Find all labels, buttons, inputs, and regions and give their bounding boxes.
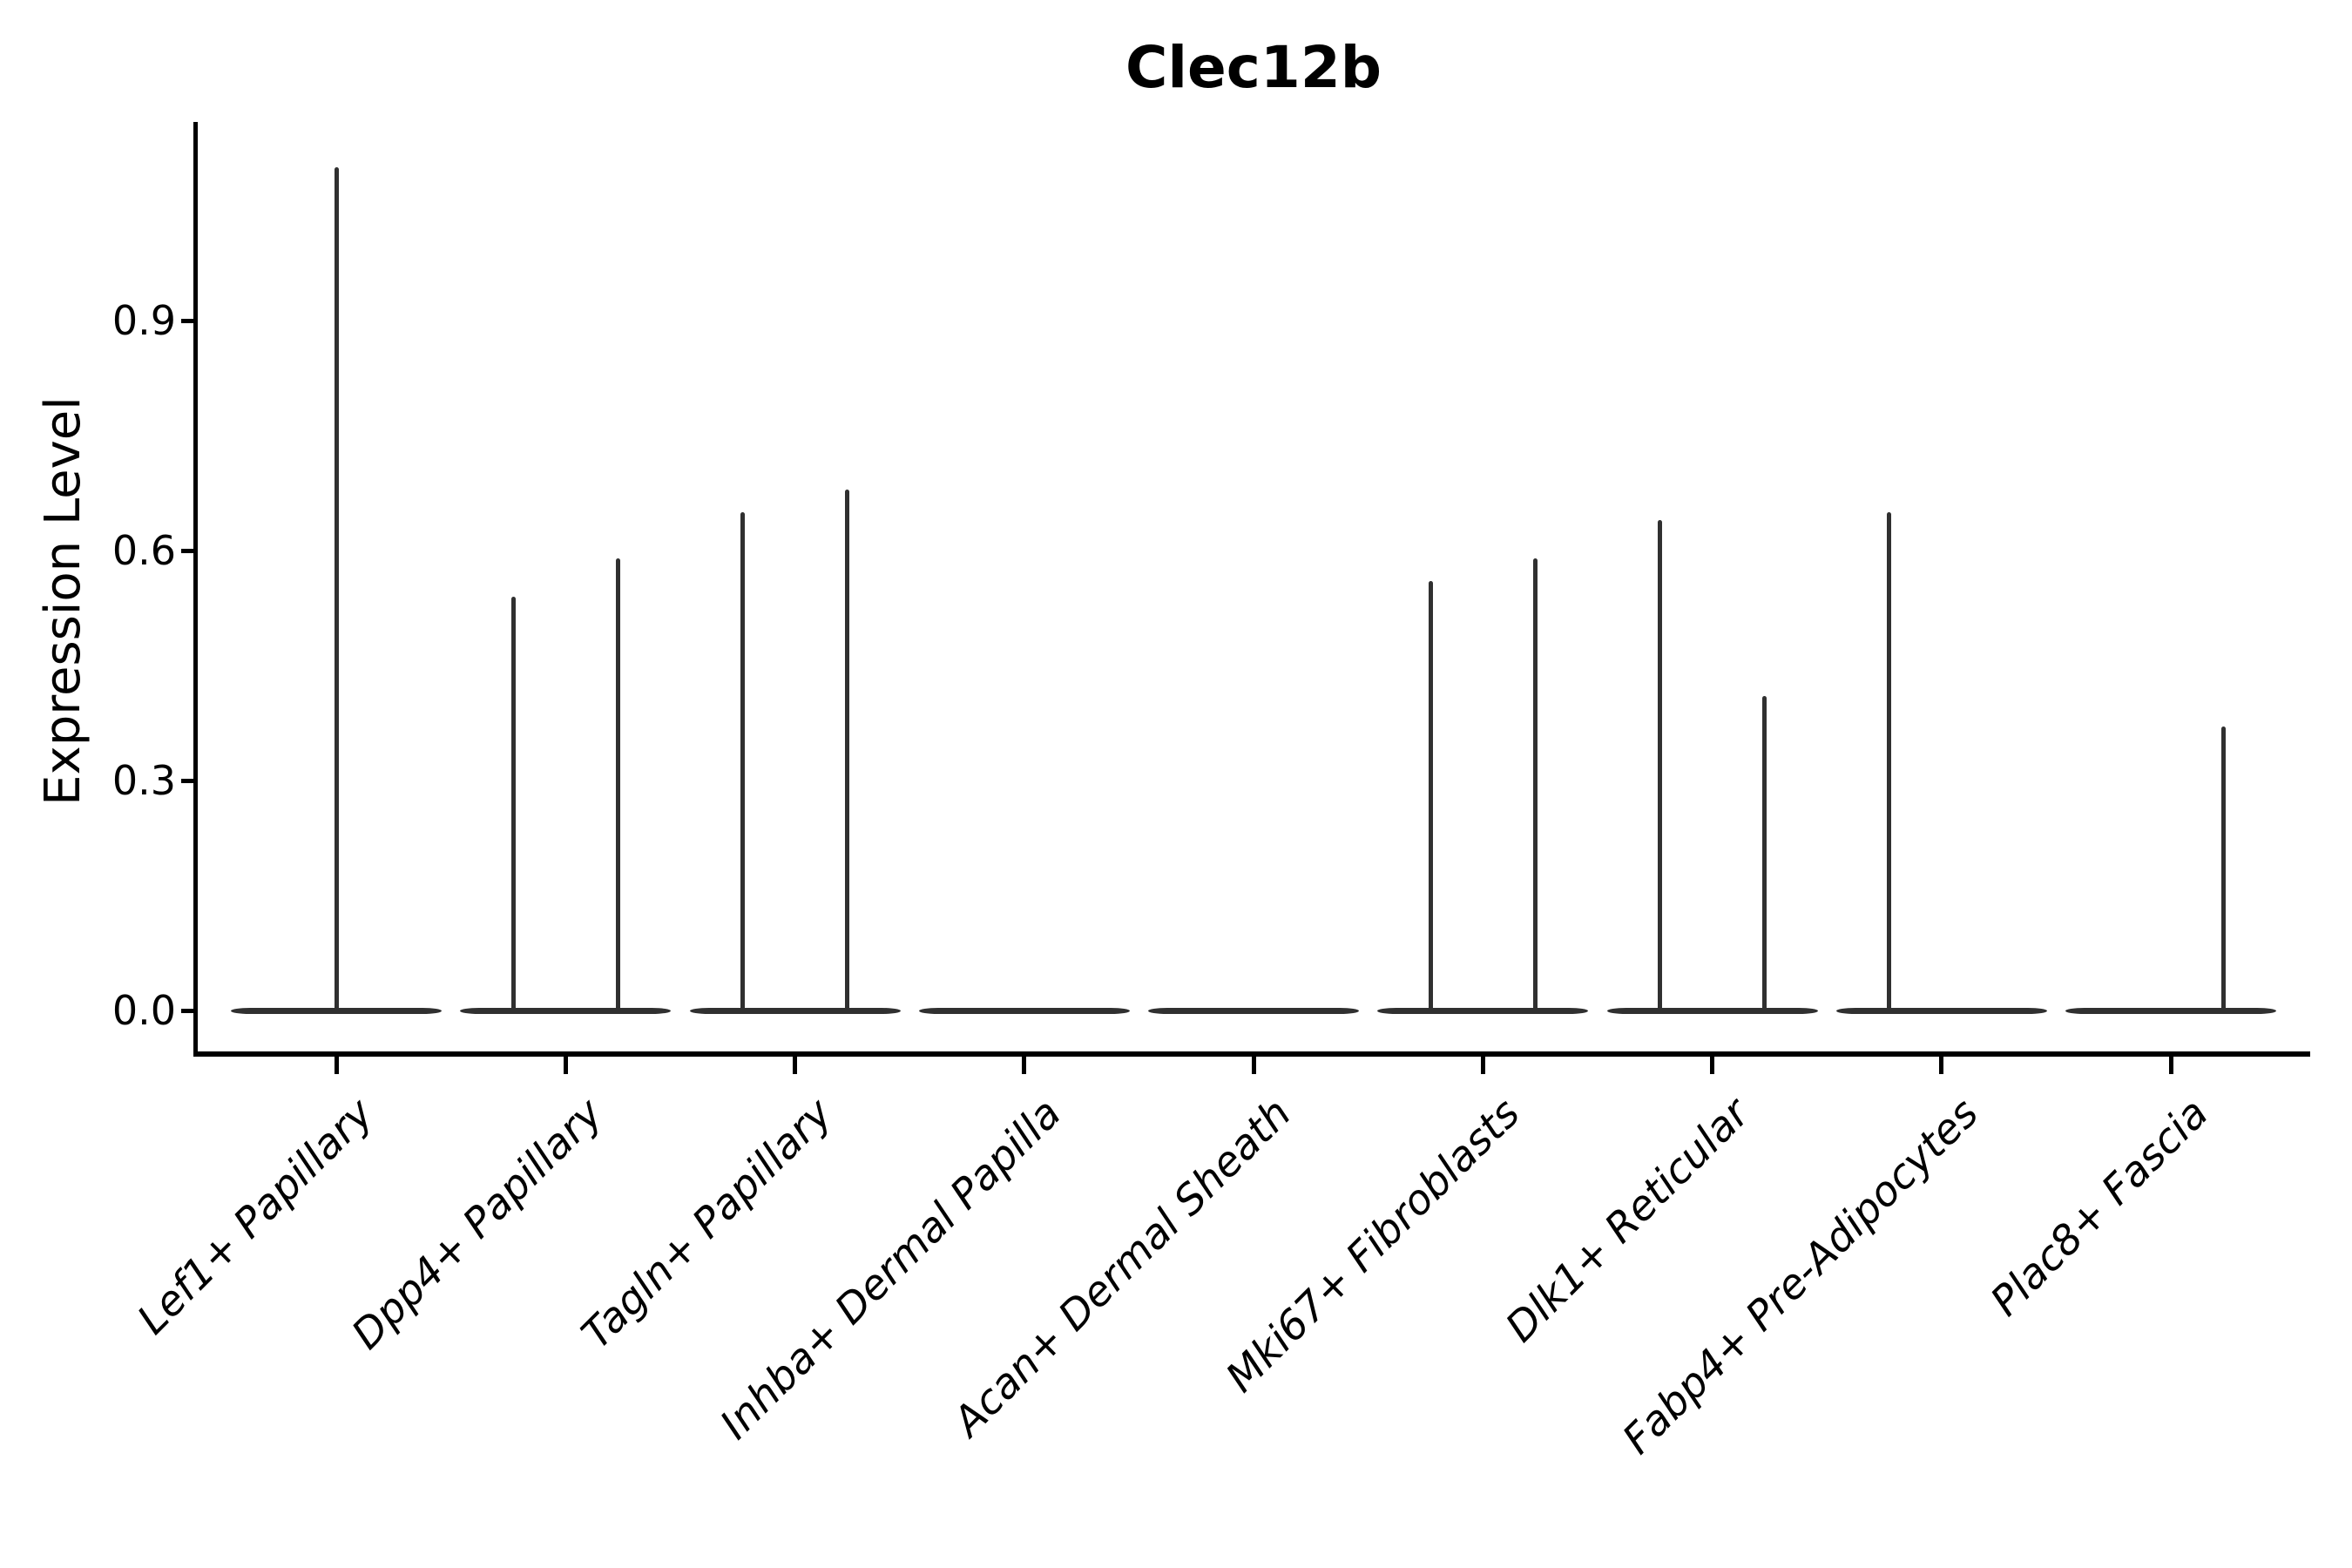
violin-spike (510, 596, 516, 1014)
y-tick (181, 1008, 197, 1013)
y-tick-label: 0.9 (112, 297, 176, 344)
violin-spike (740, 512, 745, 1014)
violin-baseline (918, 1007, 1130, 1014)
x-tick (1251, 1057, 1256, 1074)
violin-baseline (460, 1007, 672, 1014)
violin-baseline (1606, 1007, 1818, 1014)
violin-spike (1428, 581, 1433, 1014)
y-tick-label: 0.0 (112, 987, 176, 1034)
chart-title: Clec12b (1125, 34, 1382, 101)
y-axis-spine (193, 122, 198, 1057)
y-tick (181, 778, 197, 783)
x-tick (1939, 1057, 1944, 1074)
x-axis-spine (193, 1051, 2310, 1057)
y-tick-label: 0.3 (112, 757, 176, 804)
y-tick (181, 318, 197, 323)
x-tick-label: Dlk1+ Reticular (1497, 1089, 1759, 1352)
x-tick-label: Plac8+ Fascia (1981, 1089, 2218, 1326)
violin-spike (615, 558, 620, 1014)
x-tick (793, 1057, 797, 1074)
y-tick-label: 0.6 (112, 527, 176, 574)
x-tick (1022, 1057, 1027, 1074)
violin-spike (2220, 727, 2226, 1014)
violin-spike (1532, 558, 1538, 1014)
x-tick-label: Lef1+ Papillary (128, 1089, 383, 1344)
x-tick (563, 1057, 568, 1074)
x-tick-label: Tagln+ Papillary (572, 1089, 841, 1359)
y-tick (181, 548, 197, 553)
violin-baseline (2065, 1007, 2276, 1014)
violin-spike (334, 167, 339, 1014)
x-tick (2168, 1057, 2173, 1074)
violin-baseline (1835, 1007, 2047, 1014)
violin-spike (845, 489, 849, 1014)
violin-baseline (689, 1007, 901, 1014)
violin-spike (1658, 519, 1662, 1014)
x-tick (334, 1057, 339, 1074)
violin-spike (1762, 696, 1767, 1014)
y-axis-label: Expression Level (35, 396, 91, 806)
x-tick (1480, 1057, 1485, 1074)
violin-spike (1887, 512, 1892, 1014)
x-tick-label: Dpp4+ Papillary (342, 1089, 612, 1359)
x-tick (1710, 1057, 1714, 1074)
violin-baseline (1377, 1007, 1589, 1014)
violin-baseline (1148, 1007, 1359, 1014)
